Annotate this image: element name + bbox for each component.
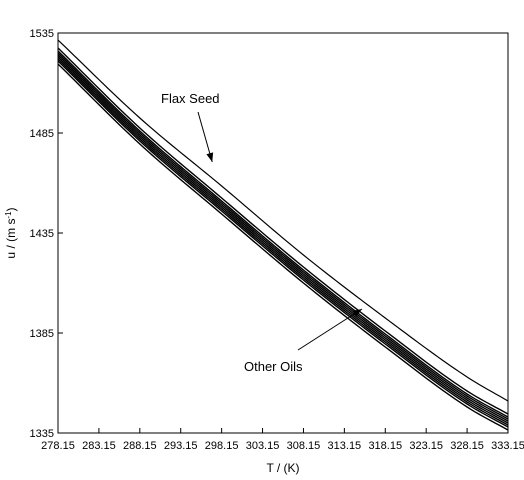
series-line-2 [57, 50, 509, 418]
x-tick-label: 323.15 [409, 440, 443, 452]
y-axis-label-base: u / (m s [4, 219, 18, 259]
x-tick-label: 333.15 [491, 440, 524, 452]
annotation-other-oils-arrow [297, 308, 363, 351]
x-tick-label: 288.15 [123, 440, 157, 452]
series-line-1 [57, 47, 509, 415]
x-tick-label: 298.15 [205, 440, 239, 452]
series-line-5 [57, 56, 509, 424]
x-tick-layer: 278.15 283.15 288.15 293.15 298.15 303.15 308.… [41, 428, 524, 452]
x-tick-label: 318.15 [368, 440, 402, 452]
series-line-7 [57, 60, 509, 428]
series-line-0 [57, 39, 509, 402]
series-line-3 [57, 52, 509, 420]
x-tick-label: 278.15 [41, 440, 75, 452]
y-tick-layer: 1335 1385 1435 1485 1535 [30, 28, 63, 440]
annotation-flax-seed-arrowhead [206, 152, 214, 162]
series-line-6 [57, 58, 509, 426]
y-tick-label: 1535 [30, 28, 54, 40]
x-tick-label: 293.15 [164, 440, 198, 452]
x-tick-label: 283.15 [82, 440, 116, 452]
annotation-flax-seed: Flax Seed [161, 91, 220, 106]
x-axis-label: T / (K) [266, 461, 299, 475]
series-line-8 [57, 63, 509, 431]
x-tick-label: 328.15 [450, 440, 484, 452]
y-tick-label: 1485 [30, 128, 54, 140]
y-axis-label-superscript: -1 [4, 211, 13, 219]
annotation-other-oils-arrowhead [352, 309, 362, 317]
y-tick-label: 1385 [30, 328, 54, 340]
x-tick-label: 313.15 [328, 440, 362, 452]
y-axis-label-close: ) [4, 207, 18, 211]
y-tick-label: 1335 [30, 428, 54, 440]
x-tick-label: 303.15 [246, 440, 280, 452]
series-line-4 [57, 54, 509, 422]
y-tick-label: 1435 [30, 228, 54, 240]
x-tick-label: 308.15 [287, 440, 321, 452]
series-layer [57, 39, 509, 431]
y-axis-label: u / (m s-1) [4, 207, 18, 258]
annotation-other-oils: Other Oils [244, 359, 303, 374]
